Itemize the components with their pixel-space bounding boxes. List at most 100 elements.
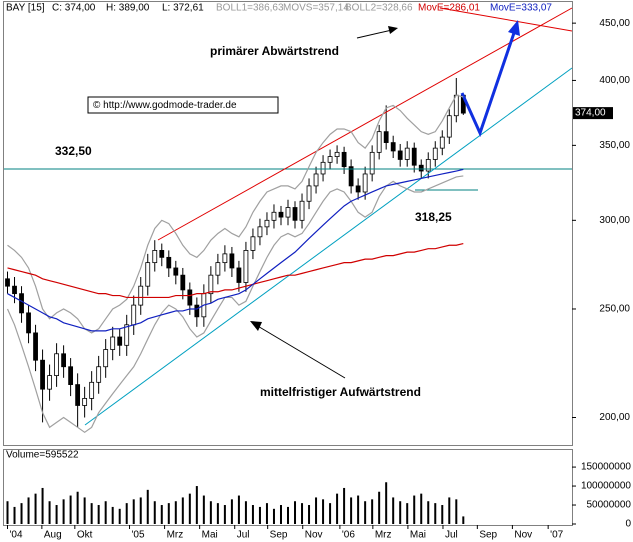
candle-body xyxy=(26,312,31,334)
volume-bar xyxy=(350,497,353,524)
volume-bar xyxy=(69,495,72,524)
candle-body xyxy=(334,151,340,158)
volume-bar xyxy=(160,505,163,524)
source-box xyxy=(87,96,279,114)
volume-bar xyxy=(392,497,395,524)
indicator-line xyxy=(7,94,464,334)
candle-body xyxy=(264,219,270,228)
last-price-label: 374,00 xyxy=(575,108,606,119)
candle-body xyxy=(355,185,361,193)
volume-bar xyxy=(315,497,318,524)
candle-body xyxy=(320,161,326,175)
volume-bar xyxy=(462,516,465,524)
candle-body xyxy=(61,353,67,368)
volume-bar xyxy=(441,505,444,524)
volume-bar xyxy=(174,501,177,524)
candle-body xyxy=(390,142,396,152)
candle-body xyxy=(96,366,102,383)
candle-body xyxy=(418,164,424,172)
forecast-arrow xyxy=(460,29,517,138)
volume-bar xyxy=(385,482,388,524)
candle-body xyxy=(292,207,298,221)
arrow xyxy=(356,29,393,39)
candle-body xyxy=(348,166,354,187)
volume-bar xyxy=(139,497,142,524)
candle-body xyxy=(446,115,452,138)
x-tick-label: Mai xyxy=(202,530,218,541)
volume-bar xyxy=(336,493,339,524)
volume-bar xyxy=(125,503,128,524)
candle-body xyxy=(194,304,200,318)
candle-body xyxy=(411,147,417,166)
trendlines xyxy=(4,7,573,426)
up-trend xyxy=(84,67,573,426)
volume-bar xyxy=(448,497,451,524)
x-tick-label: Jul xyxy=(445,530,458,541)
x-tick-label: '04 xyxy=(10,530,23,541)
candle-body xyxy=(117,336,123,346)
candle-body xyxy=(187,289,193,306)
volume-bar xyxy=(118,508,121,524)
volume-tick-label: 0 xyxy=(625,519,631,530)
boll1: BOLL1=386,63 xyxy=(216,3,284,14)
volume-bar xyxy=(357,495,360,524)
volume-bar xyxy=(83,497,86,524)
close: C: 374,00 xyxy=(52,3,96,14)
candle-body xyxy=(40,359,45,390)
volume-bar xyxy=(455,499,458,524)
annotation: 332,50 xyxy=(55,144,92,158)
volume-bar xyxy=(216,503,219,524)
candle-body xyxy=(33,332,38,361)
candle-body xyxy=(215,262,221,276)
volume-tick-label: 100000000 xyxy=(581,481,631,492)
candle-body xyxy=(285,207,291,218)
candle-body xyxy=(68,366,74,385)
volume-bar xyxy=(322,499,325,524)
volume-bar xyxy=(209,501,212,524)
volume-bar xyxy=(301,503,304,524)
volume-tick-label: 50000000 xyxy=(587,500,632,511)
candle-body xyxy=(12,285,17,295)
arrow-head xyxy=(250,321,262,331)
volume-bar xyxy=(413,495,416,524)
volume-tick-label: 150000000 xyxy=(581,462,631,473)
source: © http://www.godmode-trader.de xyxy=(93,100,237,111)
volume-bar xyxy=(27,497,30,524)
candle-body xyxy=(5,278,10,287)
volume-bar xyxy=(167,503,170,524)
candle-body xyxy=(173,267,179,276)
x-tick-label: Aug xyxy=(44,530,62,541)
x-tick-label: Mrz xyxy=(375,530,392,541)
candle-body xyxy=(369,151,375,175)
last-price-box xyxy=(573,107,613,120)
candle-body xyxy=(362,173,368,193)
candle-body xyxy=(208,274,214,295)
y-tick-label: 400,00 xyxy=(599,75,630,86)
candle-body xyxy=(82,398,88,406)
candle-body xyxy=(250,236,256,251)
arrow-head xyxy=(508,20,520,36)
volume-bar xyxy=(223,505,226,524)
volume-bar xyxy=(343,487,346,524)
candle-body xyxy=(166,256,172,269)
arrow-head xyxy=(388,26,398,34)
candle-body xyxy=(278,211,284,218)
indicator-line xyxy=(7,168,464,332)
annotation: 318,25 xyxy=(415,210,452,224)
candle-body xyxy=(180,274,186,291)
candle-body xyxy=(376,131,382,153)
x-tick-label: Jul xyxy=(237,530,250,541)
candle-body xyxy=(313,173,319,187)
annotation: mittelfristiger Aufwärtstrend xyxy=(260,385,421,399)
down-trend xyxy=(439,7,573,32)
volume-bar xyxy=(251,505,254,524)
volume-bar xyxy=(20,503,23,524)
volume-bar xyxy=(90,503,93,524)
header-bg xyxy=(4,2,570,14)
x-tick-label: Sep xyxy=(270,530,288,541)
candle-body xyxy=(110,336,116,350)
volume-bar xyxy=(329,503,332,524)
volume-bar xyxy=(13,506,16,524)
candle-body xyxy=(131,304,137,326)
volume-bar xyxy=(202,495,205,524)
